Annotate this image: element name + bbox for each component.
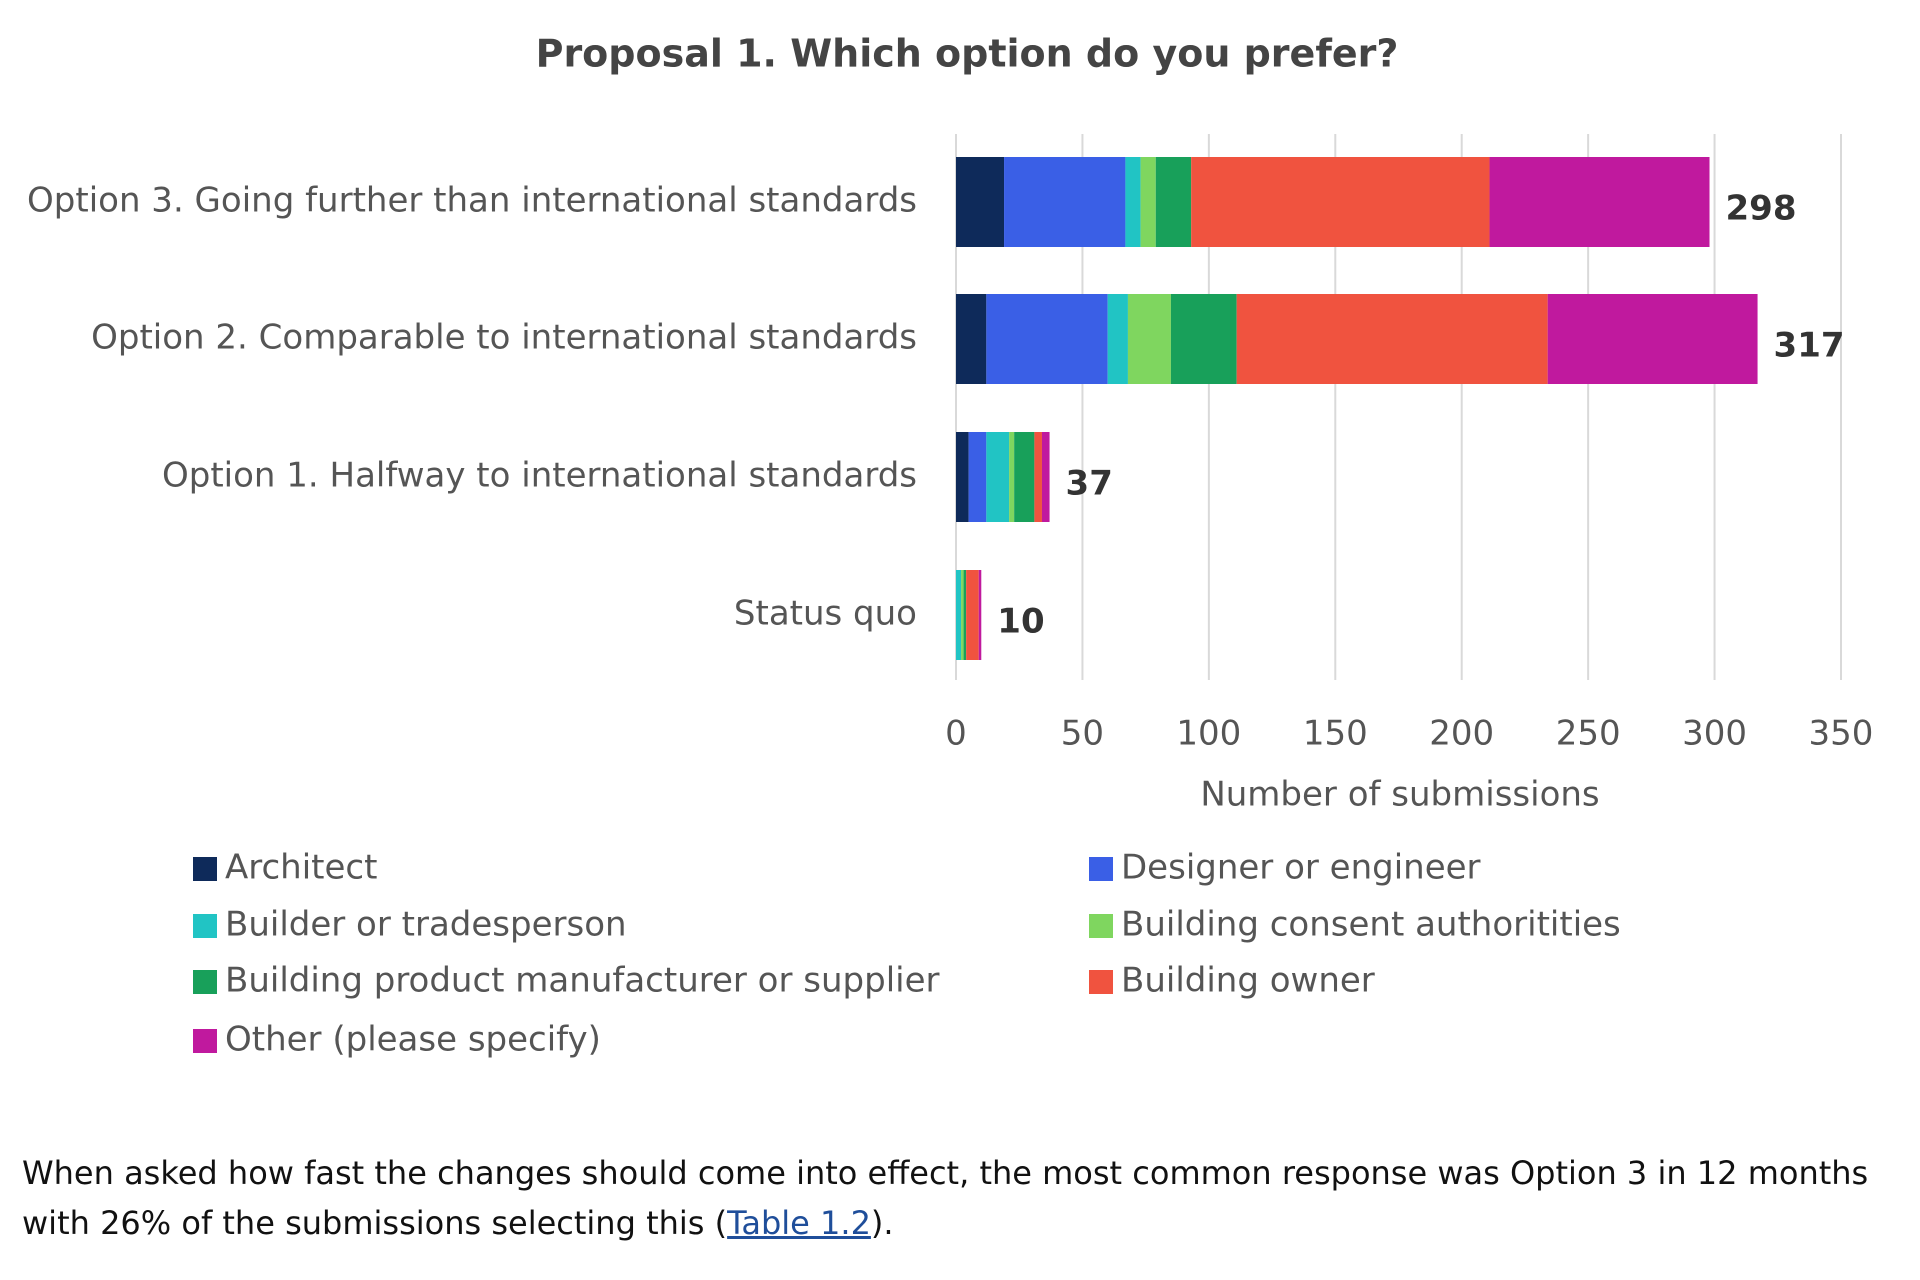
legend-label: Building consent authoritities: [1121, 905, 1621, 945]
legend-swatch: [1089, 857, 1113, 881]
bar-segment: [1041, 432, 1050, 522]
bar-segment: [986, 294, 1108, 384]
y-tick-label: Option 1. Halfway to international stand…: [162, 456, 917, 496]
total-label: 37: [1066, 464, 1113, 504]
x-tick-label: 100: [1176, 714, 1241, 754]
legend-label: Building product manufacturer or supplie…: [225, 961, 940, 1001]
x-axis-label: Number of submissions: [1200, 775, 1599, 815]
y-tick-label: Option 2. Comparable to international st…: [91, 318, 917, 358]
legend-label: Designer or engineer: [1121, 848, 1481, 888]
legend-swatch: [193, 914, 217, 938]
legend-label: Builder or tradesperson: [225, 905, 627, 945]
bar-segment: [956, 294, 987, 384]
total-label: 10: [997, 602, 1044, 642]
bar-segment: [1127, 294, 1171, 384]
legend-label: Architect: [225, 848, 377, 888]
table-link[interactable]: Table 1.2: [727, 1204, 871, 1242]
bar-segment: [956, 157, 1005, 247]
bar-segment: [963, 570, 967, 660]
bar-segment: [966, 570, 979, 660]
bar-segment: [1140, 157, 1156, 247]
legend-swatch: [1089, 970, 1113, 994]
total-label: 298: [1726, 189, 1797, 229]
bar-segment: [1107, 294, 1128, 384]
bar-segment: [1191, 157, 1490, 247]
x-tick-label: 200: [1429, 714, 1494, 754]
paragraph-end: ).: [870, 1204, 894, 1242]
bar-segment: [956, 570, 962, 660]
bar-segment: [1170, 294, 1237, 384]
bar-segment: [1125, 157, 1141, 247]
x-tick-label: 350: [1809, 714, 1874, 754]
legend-swatch: [193, 857, 217, 881]
bar-segment: [1155, 157, 1192, 247]
bar-segment: [968, 432, 987, 522]
legend-label: Building owner: [1121, 961, 1375, 1001]
x-tick-label: 0: [945, 714, 967, 754]
bar-segment: [1547, 294, 1758, 384]
bar-segment: [1489, 157, 1710, 247]
bar-segment: [1236, 294, 1548, 384]
total-label: 317: [1774, 326, 1845, 366]
x-tick-label: 300: [1682, 714, 1747, 754]
bar-segment: [1034, 432, 1042, 522]
bar-segment: [956, 432, 969, 522]
y-tick-label: Status quo: [734, 594, 917, 634]
x-tick-label: 50: [1061, 714, 1104, 754]
bar-segment: [1014, 432, 1035, 522]
chart: Proposal 1. Which option do you prefer? …: [27, 32, 1874, 1060]
paragraph: When asked how fast the changes should c…: [22, 1148, 1882, 1248]
legend-swatch: [193, 970, 217, 994]
paragraph-text: When asked how fast the changes should c…: [22, 1154, 1869, 1242]
bar-segment: [961, 570, 964, 660]
bar-segment: [978, 570, 982, 660]
bar-segment: [1009, 432, 1015, 522]
x-tick-label: 250: [1556, 714, 1621, 754]
legend-label: Other (please specify): [225, 1020, 601, 1060]
x-tick-label: 150: [1303, 714, 1368, 754]
y-tick-label: Option 3. Going further than internation…: [27, 181, 917, 221]
legend-swatch: [193, 1029, 217, 1053]
bar-segment: [986, 432, 1010, 522]
bar-segment: [1004, 157, 1126, 247]
chart-title: Proposal 1. Which option do you prefer?: [536, 32, 1399, 76]
legend-swatch: [1089, 914, 1113, 938]
